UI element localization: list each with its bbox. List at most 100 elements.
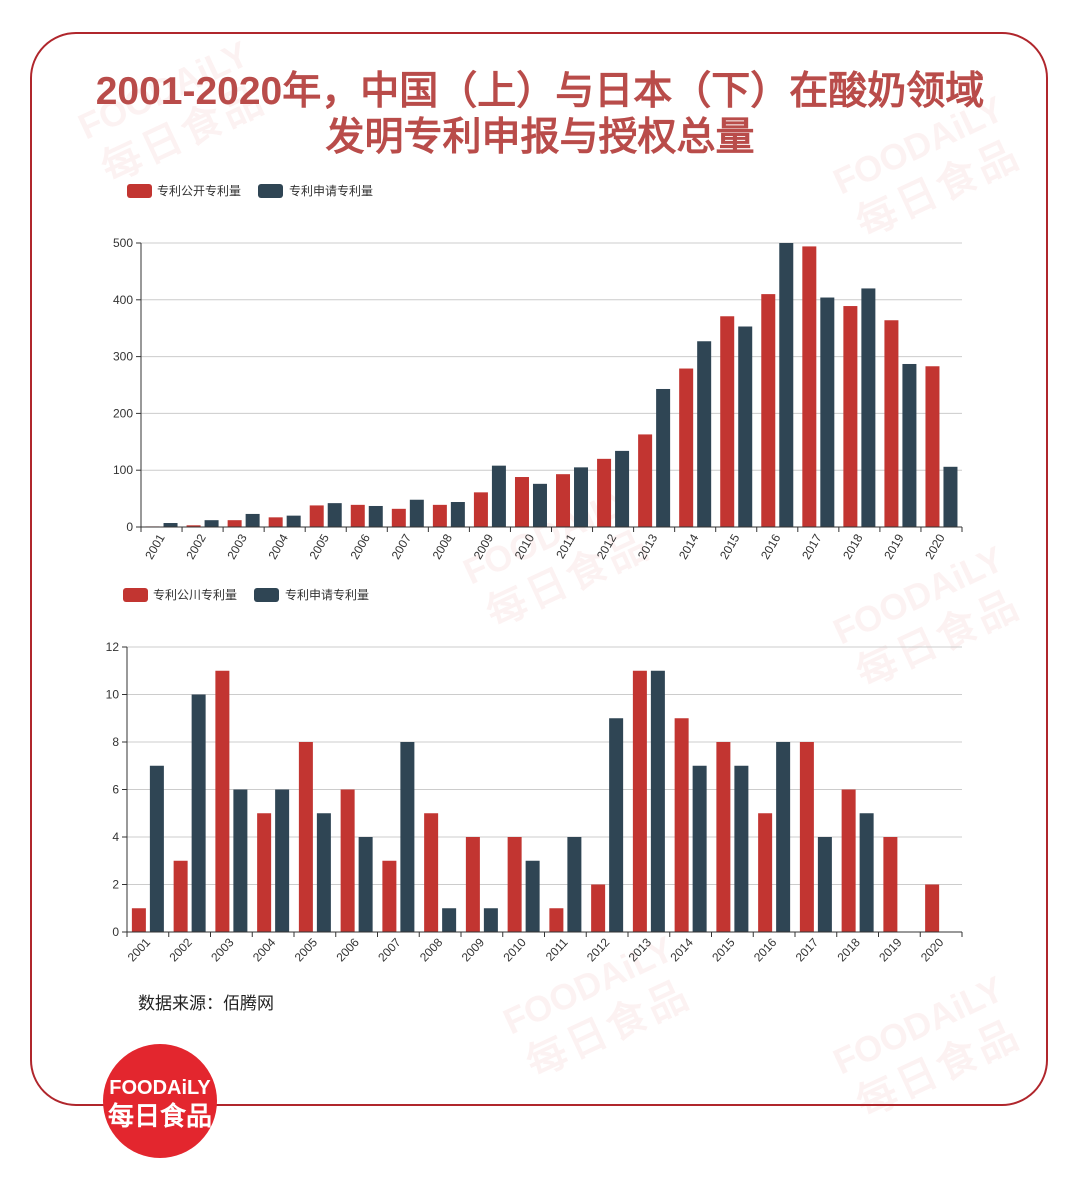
bar-china-2011-published xyxy=(556,474,571,527)
x-tick-label: 2008 xyxy=(417,935,446,964)
y-tick-label: 200 xyxy=(113,406,133,420)
x-tick-label: 2004 xyxy=(265,531,291,561)
bar-china-2019-applied xyxy=(902,363,917,527)
x-tick-label: 2008 xyxy=(430,531,456,561)
bar-china-2011-applied xyxy=(574,467,589,527)
bar-japan-2005-published xyxy=(298,742,313,932)
x-tick-label: 2009 xyxy=(459,935,488,964)
x-tick-label: 2014 xyxy=(667,935,696,964)
title-line-2: 发明专利申报与授权总量 xyxy=(325,116,755,159)
x-tick-label: 2019 xyxy=(881,531,907,561)
legend-item-applied: 专利申请专利量 xyxy=(254,587,369,602)
bar-japan-2012-published xyxy=(591,884,606,932)
bar-japan-2011-applied xyxy=(567,837,582,932)
x-tick-label: 2017 xyxy=(799,531,825,561)
bar-china-2020-published xyxy=(925,366,940,527)
y-tick-label: 300 xyxy=(113,350,133,364)
x-tick-label: 2010 xyxy=(512,531,538,561)
bar-china-2006-published xyxy=(350,504,365,527)
legend-swatch-published xyxy=(127,184,152,198)
bar-china-2009-applied xyxy=(491,465,506,527)
bar-china-2008-applied xyxy=(450,502,465,527)
bar-japan-2006-applied xyxy=(358,837,373,932)
x-tick-label: 2018 xyxy=(840,531,866,561)
bar-china-2003-applied xyxy=(245,513,260,527)
bar-china-2007-published xyxy=(391,508,406,527)
bar-japan-2016-applied xyxy=(776,742,791,932)
bar-china-2005-published xyxy=(309,505,324,527)
bar-china-2009-published xyxy=(473,492,488,527)
bar-china-2017-published xyxy=(802,246,817,527)
bar-japan-2002-applied xyxy=(191,694,206,932)
bar-china-2014-applied xyxy=(697,341,712,527)
bar-japan-2007-published xyxy=(382,860,397,932)
bar-japan-2015-published xyxy=(716,742,731,932)
bar-china-2003-published xyxy=(227,520,242,527)
x-tick-label: 2015 xyxy=(717,531,743,561)
x-tick-label: 2006 xyxy=(348,531,374,561)
bar-japan-2018-applied xyxy=(859,813,874,932)
foodaily-logo: FOODAiLY 每日食品 xyxy=(103,1044,217,1158)
y-tick-label: 6 xyxy=(112,783,119,797)
y-axis: 0 100 200 300 400 500 xyxy=(113,236,962,534)
title-line-1: 2001-2020年，中国（上）与日本（下）在酸奶领域 xyxy=(95,70,985,113)
bar-japan-2017-applied xyxy=(817,837,832,932)
legend-label-applied: 专利申请专利量 xyxy=(289,183,373,198)
bar-china-2006-applied xyxy=(368,505,383,527)
bar-china-2002-applied xyxy=(204,520,219,527)
bar-japan-2013-applied xyxy=(650,670,665,932)
bar-japan-2001-published xyxy=(131,908,146,932)
legend-label-published: 专利公川专利量 xyxy=(153,587,237,602)
x-tick-label: 2019 xyxy=(876,935,905,964)
bar-china-2013-published xyxy=(638,434,653,527)
bar-japan-2009-published xyxy=(465,837,480,932)
x-tick-label: 2017 xyxy=(793,935,822,964)
x-tick-label: 2005 xyxy=(306,531,332,561)
bar-china-2018-published xyxy=(843,306,858,527)
x-tick-label: 2020 xyxy=(922,531,948,561)
bar-japan-2010-applied xyxy=(525,860,540,932)
legend: 专利公川专利量 专利申请专利量 xyxy=(123,587,369,602)
bars xyxy=(145,243,958,527)
x-tick-label: 2016 xyxy=(751,935,780,964)
legend: 专利公开专利量 专利申请专利量 xyxy=(127,183,373,198)
x-tick-label: 2006 xyxy=(333,935,362,964)
bar-japan-2003-published xyxy=(215,670,230,932)
x-tick-label: 2005 xyxy=(292,935,321,964)
bar-china-2015-applied xyxy=(738,326,753,527)
bar-japan-2009-applied xyxy=(483,908,498,932)
x-tick-label: 2009 xyxy=(471,531,497,561)
bar-china-2016-published xyxy=(761,294,776,527)
logo-brand: FOODAiLY xyxy=(109,1077,211,1099)
legend-item-applied: 专利申请专利量 xyxy=(258,183,373,198)
legend-swatch-published xyxy=(123,588,148,602)
bar-china-2002-published xyxy=(186,525,201,527)
y-tick-label: 12 xyxy=(106,640,120,654)
bar-japan-2003-applied xyxy=(233,789,248,932)
bar-china-2010-applied xyxy=(532,483,547,527)
y-tick-label: 2 xyxy=(112,878,119,892)
x-tick-label: 2013 xyxy=(635,531,661,561)
y-tick-label: 100 xyxy=(113,463,133,477)
bar-china-2005-applied xyxy=(327,503,342,527)
bar-japan-2016-published xyxy=(758,813,773,932)
bar-china-2010-published xyxy=(514,477,529,527)
bar-china-2015-published xyxy=(720,316,735,527)
bar-china-2004-applied xyxy=(286,515,301,527)
x-tick-label: 2004 xyxy=(250,935,279,964)
bar-japan-2017-published xyxy=(799,742,814,932)
y-tick-label: 0 xyxy=(126,520,133,534)
x-tick-label: 2002 xyxy=(183,531,209,561)
x-tick-label: 2002 xyxy=(166,935,195,964)
y-tick-label: 400 xyxy=(113,293,133,307)
logo-cn: 每日食品 xyxy=(107,1101,212,1131)
card-frame xyxy=(30,32,1048,1106)
bars xyxy=(131,670,940,932)
x-axis: 2001 2002 2003 2004 2005 2006 2007 2008 2009 2010… xyxy=(125,931,963,964)
x-tick-label: 2003 xyxy=(224,531,250,561)
x-tick-label: 2014 xyxy=(676,531,702,561)
bar-japan-2008-applied xyxy=(442,908,457,932)
data-source: 数据来源：佰腾网 xyxy=(138,994,274,1013)
bar-japan-2005-applied xyxy=(316,813,331,932)
